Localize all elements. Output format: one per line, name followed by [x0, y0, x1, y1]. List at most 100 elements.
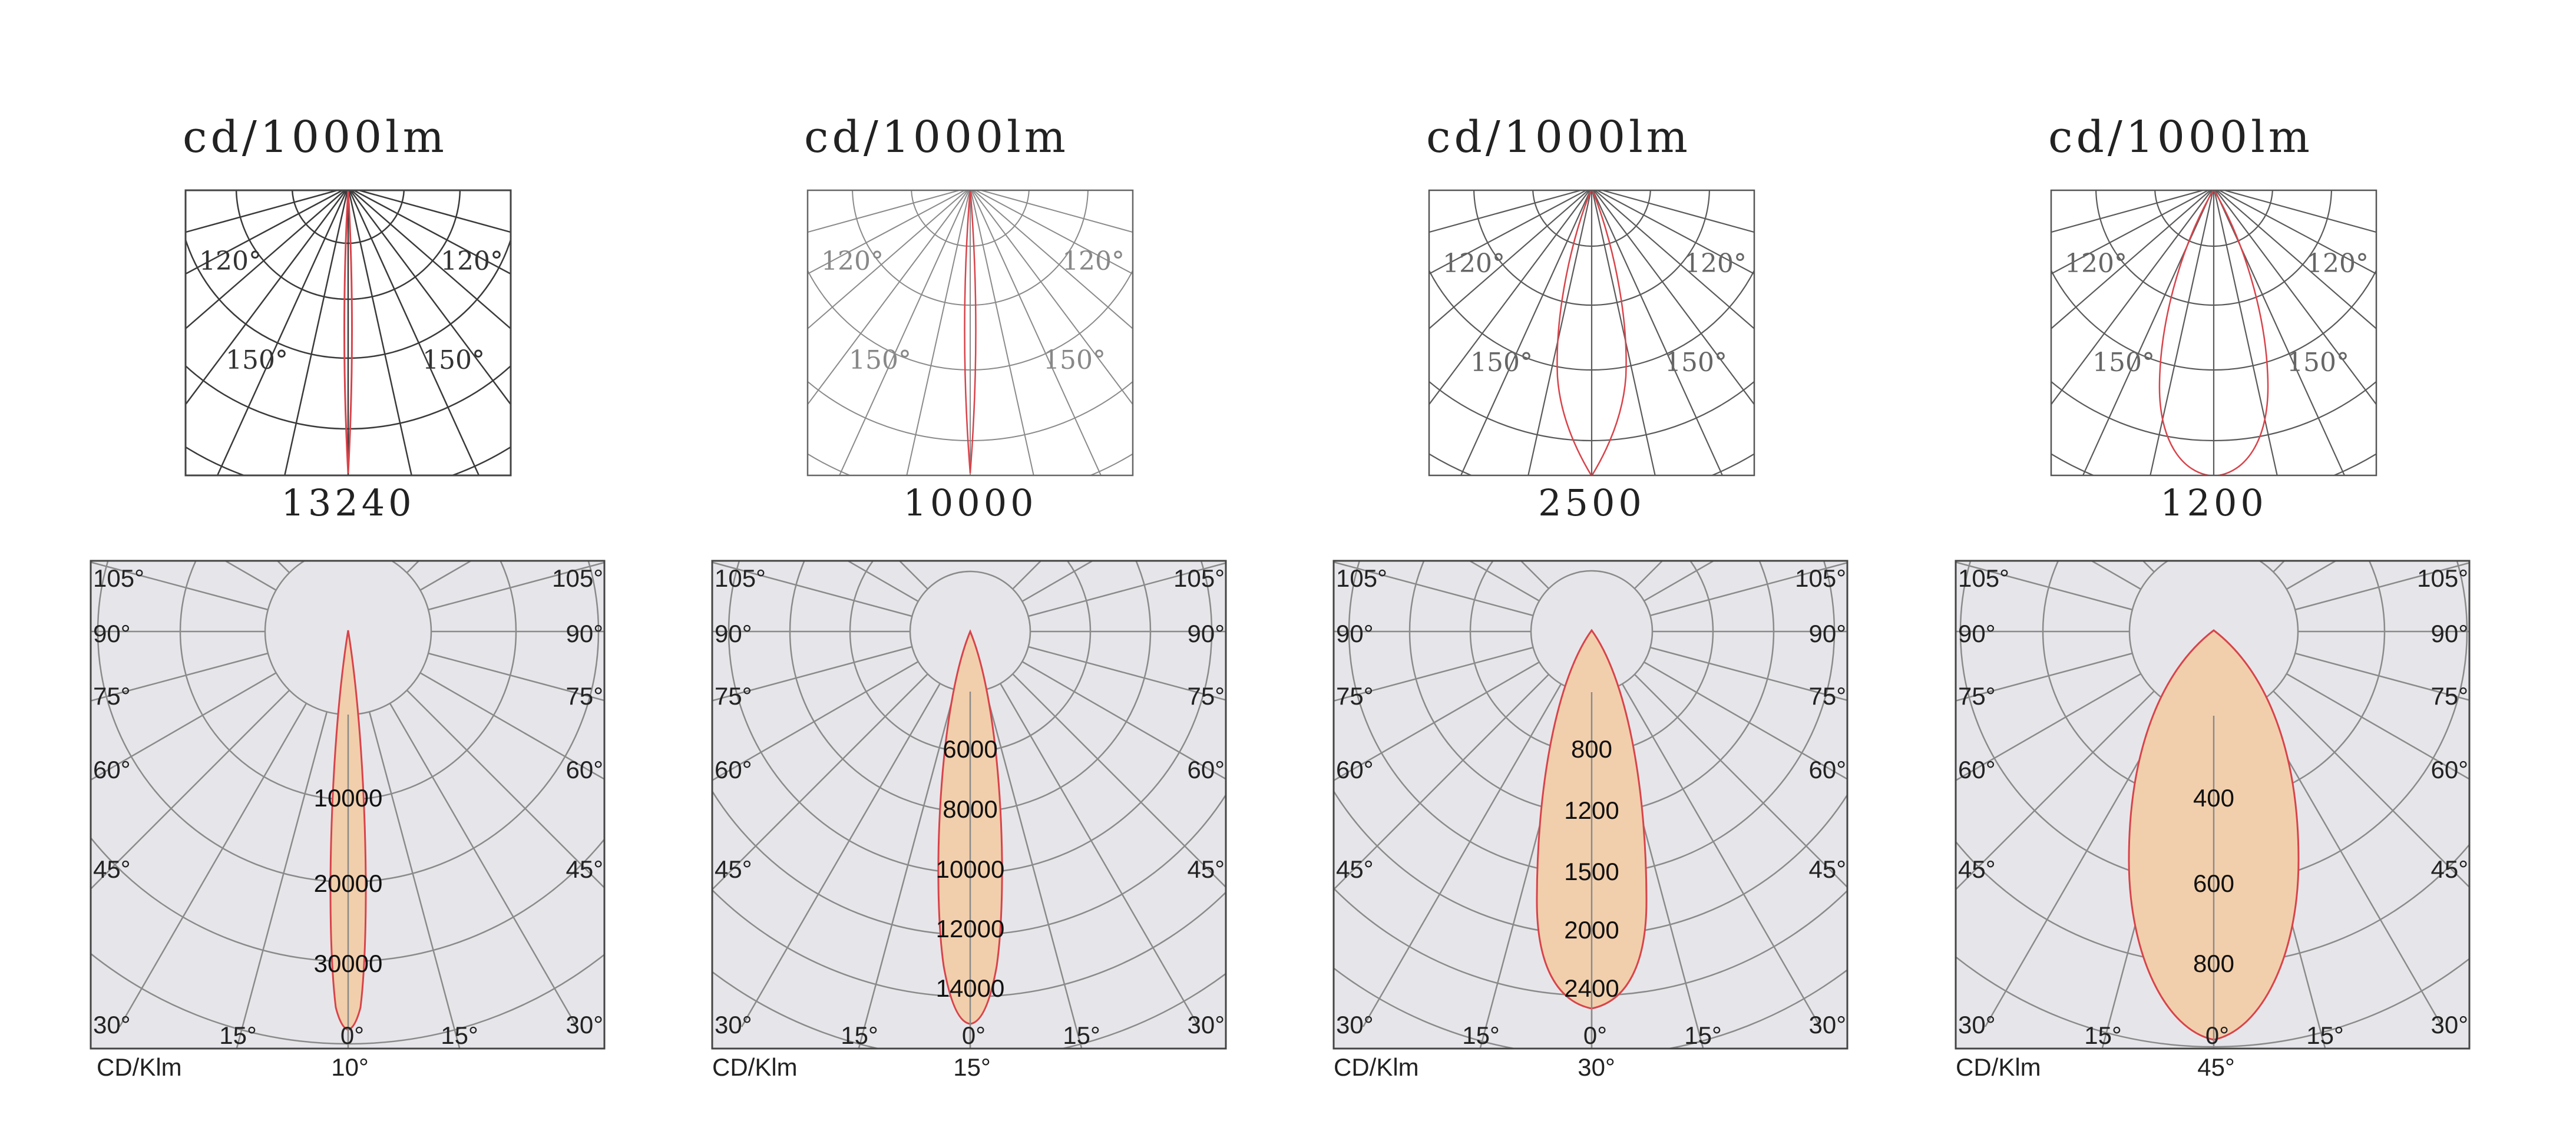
bottom-angle-label-3-30L: 30° — [1336, 1011, 1374, 1039]
bottom-angle-label-4-105L: 105° — [1958, 564, 2009, 592]
top-polar-chart-1: 120° 120° 150° 150° — [186, 190, 511, 475]
bottom-angle-label-3-45L: 45° — [1336, 855, 1374, 883]
beam-angle-1: 10° — [331, 1053, 369, 1081]
top-intensity-curve-1 — [343, 190, 353, 474]
bottom-angle-label-2-0: 0° — [962, 1021, 986, 1049]
bottom-ring-label-1-3: 30000 — [314, 950, 383, 977]
top-grid-4 — [2051, 190, 2376, 475]
top-angle-label-4-3: 150° — [2092, 348, 2155, 378]
bottom-angle-label-2-75R: 75° — [1187, 682, 1225, 710]
bottom-angle-label-2-105R: 105° — [1173, 564, 1225, 592]
top-angle-label-1-1: 120° — [199, 246, 262, 276]
bottom-angle-label-4-60L: 60° — [1958, 756, 1996, 783]
bottom-angle-label-1-90L: 90° — [93, 620, 131, 647]
bottom-ring-label-3-5: 2400 — [1564, 974, 1619, 1002]
bottom-angle-label-1-75L: 75° — [93, 682, 131, 710]
bottom-polar-chart-4: 105° 105° 90° 90° 75° 75° 60° 60° 45° 45… — [1955, 560, 2471, 1050]
top-angle-label-3-4: 150° — [1665, 348, 1727, 378]
bottom-angle-label-1-0: 0° — [340, 1021, 364, 1049]
bottom-angle-label-2-90L: 90° — [715, 620, 752, 647]
unit-label-2: CD/Klm — [712, 1053, 798, 1081]
top-angle-label-3-2: 120° — [1684, 249, 1747, 279]
bottom-angle-label-3-0: 0° — [1583, 1021, 1607, 1049]
bottom-ring-label-2-3: 10000 — [936, 855, 1005, 883]
bottom-angle-label-3-90L: 90° — [1336, 620, 1374, 647]
top-intensity-curve-3 — [1556, 190, 1627, 475]
beam-angle-4: 45° — [2197, 1053, 2235, 1081]
bottom-angle-label-3-15L: 15° — [1462, 1021, 1500, 1049]
bottom-polar-chart-2: 105° 105° 90° 90° 75° 75° 60° 60° 45° 45… — [711, 560, 1227, 1050]
diagram-column-3: cd/1000lm 120° 120° 150° 150° 2500 — [1332, 112, 1848, 1081]
bottom-angle-label-1-105R: 105° — [552, 564, 603, 592]
top-angle-label-2-4: 150° — [1043, 345, 1106, 375]
bottom-angle-label-2-60R: 60° — [1187, 756, 1225, 783]
bottom-angle-label-2-105L: 105° — [715, 564, 766, 592]
bottom-ring-label-3-4: 2000 — [1564, 916, 1619, 944]
top-angle-label-4-4: 150° — [2287, 348, 2349, 378]
bottom-angle-label-4-15R: 15° — [2306, 1021, 2344, 1049]
bottom-angle-label-4-30L: 30° — [1958, 1011, 1996, 1039]
bottom-frame-2 — [711, 560, 1227, 1050]
bottom-angle-label-2-90R: 90° — [1187, 620, 1225, 647]
bottom-angle-label-1-30L: 30° — [93, 1011, 131, 1039]
bottom-angle-label-4-15L: 15° — [2084, 1021, 2122, 1049]
bottom-angle-label-4-45R: 45° — [2430, 855, 2468, 883]
unit-label-3: CD/Klm — [1334, 1053, 1419, 1081]
diagram-column-4: cd/1000lm 120° 120° 150° 150° 1200 — [1955, 112, 2471, 1081]
bottom-angle-label-4-45L: 45° — [1958, 855, 1996, 883]
bottom-angle-label-1-45R: 45° — [566, 855, 603, 883]
bottom-angle-label-3-90R: 90° — [1808, 620, 1846, 647]
top-title-3: cd/1000lm — [1426, 112, 1691, 163]
top-frame-1 — [184, 189, 512, 477]
top-angle-label-3-3: 150° — [1470, 348, 1533, 378]
bottom-ring-label-1-1: 10000 — [314, 784, 383, 812]
bottom-angle-label-3-15R: 15° — [1684, 1021, 1722, 1049]
bottom-angle-label-3-75R: 75° — [1808, 682, 1846, 710]
bottom-angle-label-2-30R: 30° — [1187, 1011, 1225, 1039]
top-intensity-curve-4 — [2158, 190, 2269, 475]
bottom-ring-label-4-3: 800 — [2193, 950, 2234, 977]
bottom-angle-label-3-105R: 105° — [1795, 564, 1846, 592]
top-polar-chart-4: 120° 120° 150° 150° — [2051, 190, 2376, 475]
bottom-ring-label-4-1: 400 — [2193, 784, 2234, 812]
bottom-angle-label-4-105R: 105° — [2417, 564, 2468, 592]
top-title-2: cd/1000lm — [804, 112, 1069, 163]
top-grid-1 — [186, 190, 511, 475]
top-angle-label-3-1: 120° — [1443, 249, 1505, 279]
bottom-ring-label-3-1: 800 — [1571, 735, 1612, 763]
top-angle-label-2-2: 120° — [1062, 246, 1125, 276]
top-angle-label-1-4: 150° — [422, 345, 485, 375]
bottom-ring-label-1-2: 20000 — [314, 869, 383, 897]
bottom-angle-label-4-75R: 75° — [2430, 682, 2468, 710]
bottom-frame-3 — [1332, 560, 1848, 1050]
top-polar-chart-2: 120° 120° 150° 150° — [808, 190, 1133, 475]
bottom-angle-label-3-60L: 60° — [1336, 756, 1374, 783]
unit-label-1: CD/Klm — [97, 1053, 182, 1081]
bottom-frame-1 — [90, 560, 606, 1050]
bottom-ring-label-4-2: 600 — [2193, 869, 2234, 897]
bottom-angle-label-2-30L: 30° — [715, 1011, 752, 1039]
bottom-angle-label-2-45R: 45° — [1187, 855, 1225, 883]
bottom-angle-label-3-60R: 60° — [1808, 756, 1846, 783]
bottom-angle-label-2-45L: 45° — [715, 855, 752, 883]
bottom-angle-label-3-30R: 30° — [1808, 1011, 1846, 1039]
top-title-4: cd/1000lm — [2048, 112, 2313, 163]
top-max-value-2: 10000 — [903, 481, 1037, 524]
top-frame-2 — [806, 189, 1134, 477]
diagram-column-1: cd/1000lm 120° 120° 150° 150° 13240 — [90, 112, 606, 1081]
top-angle-label-2-1: 120° — [821, 246, 884, 276]
top-max-value-1: 13240 — [281, 481, 415, 524]
bottom-ring-label-3-3: 1500 — [1564, 858, 1619, 885]
top-frame-4 — [2050, 189, 2377, 477]
top-grid-2 — [808, 190, 1133, 475]
top-angle-label-4-1: 120° — [2065, 249, 2127, 279]
bottom-angle-label-3-75L: 75° — [1336, 682, 1374, 710]
bottom-angle-label-1-60R: 60° — [566, 756, 603, 783]
bottom-angle-label-1-45L: 45° — [93, 855, 131, 883]
bottom-angle-label-4-75L: 75° — [1958, 682, 1996, 710]
bottom-ring-label-3-2: 1200 — [1564, 796, 1619, 824]
top-frame-3 — [1428, 189, 1755, 477]
bottom-angle-label-3-45R: 45° — [1808, 855, 1846, 883]
bottom-ring-label-2-5: 14000 — [936, 974, 1005, 1002]
